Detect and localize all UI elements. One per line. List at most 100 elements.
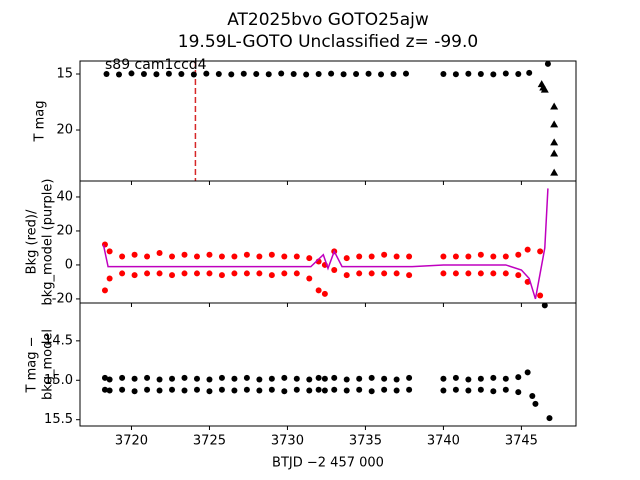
x-axis-label: BTJD −2 457 000	[272, 456, 384, 471]
data-point	[256, 387, 263, 394]
data-point	[343, 387, 350, 394]
data-point	[169, 386, 176, 393]
upper-limit-marker	[550, 149, 559, 157]
data-point	[356, 386, 363, 393]
data-point	[315, 386, 322, 393]
data-point	[256, 253, 263, 260]
y-tick-label: 20	[56, 223, 73, 238]
data-point	[243, 270, 250, 277]
data-point	[181, 251, 188, 258]
data-point	[131, 272, 138, 279]
data-point	[144, 253, 151, 260]
data-point	[321, 375, 328, 382]
data-point	[293, 253, 300, 260]
data-point	[490, 71, 497, 78]
data-point	[193, 253, 200, 260]
data-point	[303, 71, 310, 78]
data-point	[321, 290, 328, 297]
data-point	[115, 71, 122, 78]
data-point	[306, 255, 313, 262]
data-point	[524, 246, 531, 253]
data-point	[144, 270, 151, 277]
data-point	[228, 71, 235, 78]
upper-limit-marker	[550, 120, 559, 128]
upper-limit-marker	[550, 102, 559, 110]
data-point	[131, 251, 138, 258]
data-point	[293, 270, 300, 277]
data-point	[106, 376, 113, 383]
data-point	[156, 250, 163, 257]
data-point	[440, 253, 447, 260]
data-point	[541, 303, 548, 309]
data-point	[119, 374, 126, 381]
data-point	[381, 375, 388, 382]
data-point	[440, 70, 447, 77]
y-tick-label: 0	[65, 257, 73, 272]
data-point	[256, 270, 263, 277]
data-point	[365, 70, 372, 77]
data-point	[390, 70, 397, 77]
data-point	[181, 387, 188, 394]
data-point	[465, 387, 472, 394]
data-point	[502, 70, 509, 77]
data-point	[268, 251, 275, 258]
y-tick-label: 15.0	[44, 373, 73, 388]
chart-title: AT2025bvo GOTO25ajw	[227, 10, 429, 30]
data-point	[532, 400, 539, 407]
y-tick-label: -20	[52, 291, 73, 306]
data-point	[144, 374, 151, 381]
data-point	[231, 253, 238, 260]
annotation: s89 cam1ccd4	[105, 57, 207, 73]
data-point	[393, 253, 400, 260]
data-point	[477, 386, 484, 393]
data-point	[544, 61, 551, 67]
data-point	[253, 70, 260, 77]
data-point	[477, 70, 484, 77]
data-point	[281, 253, 288, 260]
data-point	[340, 71, 347, 78]
data-point	[131, 388, 138, 395]
y-tick-label: 40	[56, 189, 73, 204]
data-point	[529, 393, 536, 400]
data-point	[343, 255, 350, 262]
data-point	[406, 386, 413, 393]
data-point	[465, 270, 472, 277]
data-point	[218, 374, 225, 381]
data-point	[193, 386, 200, 393]
data-point	[490, 253, 497, 260]
data-point	[368, 374, 375, 381]
data-point	[281, 388, 288, 395]
y-axis-label: Bkg (red)/	[25, 209, 40, 274]
data-point	[190, 71, 197, 78]
data-point	[178, 70, 185, 77]
y-axis-label: bkg_model	[41, 329, 56, 400]
data-point	[515, 374, 522, 381]
data-point	[306, 275, 313, 282]
data-point	[101, 386, 108, 393]
y-axis-label: T mag	[33, 101, 48, 143]
data-point	[231, 375, 238, 382]
y-tick-label: 20	[56, 123, 73, 138]
data-point	[381, 386, 388, 393]
data-point	[328, 70, 335, 77]
data-point	[515, 272, 522, 279]
data-point	[293, 375, 300, 382]
data-point	[368, 388, 375, 395]
x-tick-label: 3730	[271, 434, 304, 449]
data-point	[452, 71, 459, 78]
data-point	[406, 272, 413, 279]
data-point	[119, 253, 126, 260]
data-point	[265, 71, 272, 78]
data-point	[465, 70, 472, 77]
data-point	[128, 70, 135, 77]
data-point	[101, 287, 108, 294]
data-point	[393, 387, 400, 394]
data-point	[343, 272, 350, 279]
data-point	[452, 386, 459, 393]
data-point	[315, 287, 322, 294]
data-point	[206, 388, 213, 395]
data-point	[106, 275, 113, 282]
data-point	[368, 270, 375, 277]
data-point	[218, 272, 225, 279]
